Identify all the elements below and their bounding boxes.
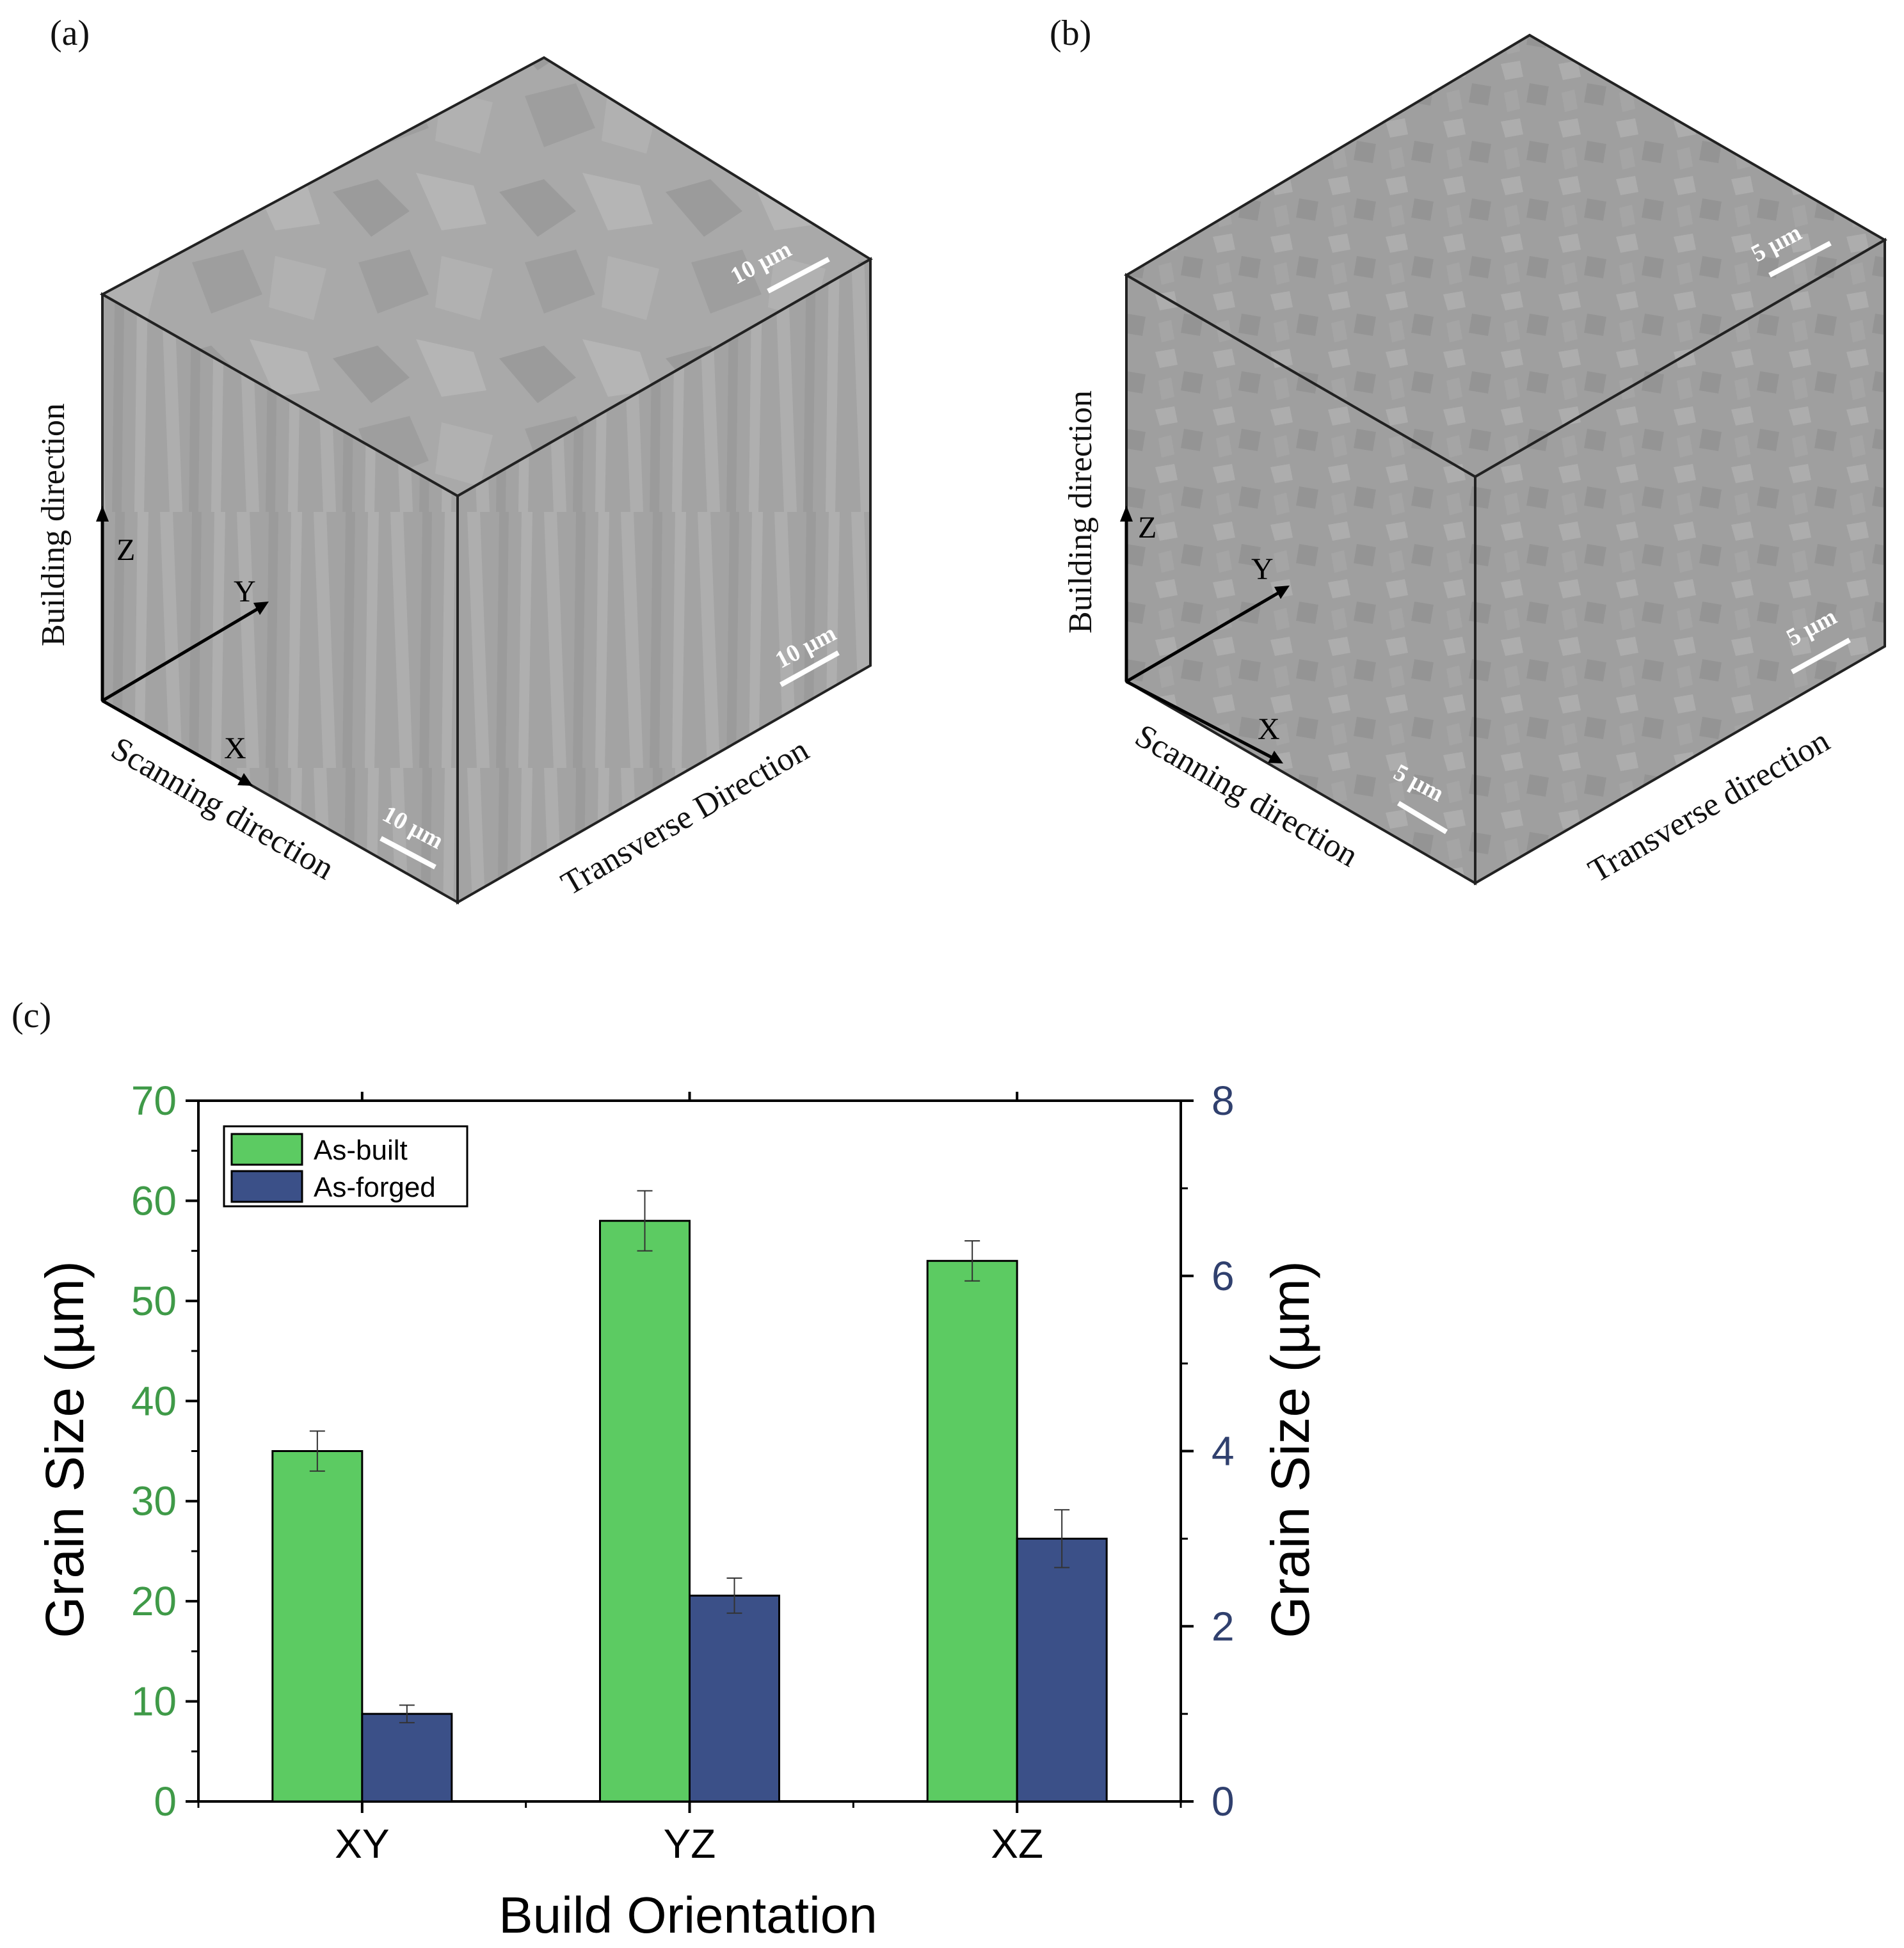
bar-as-built-xy [271, 1450, 364, 1803]
scale-bar-a-top [767, 257, 830, 294]
y-right-tick-label-4: 4 [1212, 1428, 1235, 1474]
legend-swatch-as-built [230, 1133, 303, 1166]
cube-b: 5 µm 5 µm 5 µm Z Y X Building direction … [1062, 33, 1887, 890]
axis-a-y [101, 606, 260, 703]
axis-a-z-label: Z [116, 533, 135, 567]
arrowhead-b-x [1268, 751, 1283, 763]
y-axis-right-label: Grain Size (µm) [1260, 1261, 1320, 1638]
panel-label-c: (c) [12, 996, 51, 1035]
y-left-tick-label-70: 70 [131, 1078, 177, 1124]
legend-label-as-forged: As-forged [314, 1172, 436, 1203]
y-left-tick-label-0: 0 [154, 1778, 177, 1824]
arrowhead-a-x [237, 773, 253, 786]
building-direction-label-b: Building direction [1062, 390, 1099, 634]
bar-as-built-yz [599, 1220, 691, 1803]
bar-as-forged-xz [1016, 1537, 1108, 1803]
axis-b-x-label: X [1258, 712, 1280, 746]
y-left-tick-label-10: 10 [131, 1679, 177, 1725]
x-tick-label-xz: XZ [991, 1821, 1043, 1867]
arrowhead-b-y [1274, 586, 1290, 599]
bar-as-built-xz [926, 1259, 1018, 1803]
scale-bar-b-right [1791, 637, 1851, 675]
axis-b-y [1125, 590, 1281, 683]
x-tick-label-xy: XY [335, 1821, 389, 1867]
axis-a-x [101, 699, 244, 783]
y-left-tick-label-20: 20 [131, 1578, 177, 1624]
y-right-tick-label-0: 0 [1212, 1778, 1235, 1824]
scale-bar-a-left [380, 836, 436, 870]
x-tick-label-yz: YZ [664, 1821, 716, 1867]
axis-a-y-label: Y [234, 575, 256, 609]
scale-bar-a-right [780, 650, 840, 687]
arrowhead-b-z [1120, 506, 1133, 522]
axis-b-x [1125, 680, 1275, 760]
panel-label-a: (a) [50, 13, 90, 53]
scale-bar-b-left [1396, 801, 1448, 834]
axis-a-x-label: X [224, 731, 246, 765]
cube-a: 10 µm 10 µm 10 µm Z Y X Building directi… [35, 56, 873, 905]
legend-swatch-as-forged [230, 1170, 303, 1203]
y-left-tick-label-30: 30 [131, 1478, 177, 1524]
cube-a-right-face [456, 257, 872, 905]
y-right-tick-label-8: 8 [1212, 1078, 1235, 1124]
bar-as-forged-yz [689, 1594, 780, 1803]
y-left-tick-label-50: 50 [131, 1278, 177, 1324]
y-left-tick-label-60: 60 [131, 1178, 177, 1224]
legend-label-as-built: As-built [314, 1135, 408, 1166]
building-direction-label-a: Building direction [35, 403, 72, 646]
grain-size-chart: 0 10 20 30 40 50 60 70 0 2 4 6 8 XY YZ XZ Grain Size … [35, 1078, 1320, 1944]
scale-bar-b-top [1768, 241, 1832, 278]
panel-label-b: (b) [1050, 13, 1091, 53]
axis-b-y-label: Y [1251, 552, 1274, 586]
arrowhead-a-z [96, 506, 109, 522]
bar-as-forged-xy [361, 1712, 453, 1803]
cube-b-right-face [1474, 237, 1886, 886]
axis-b-z-label: Z [1138, 511, 1156, 545]
y-axis-left-label: Grain Size (µm) [35, 1261, 95, 1638]
legend: As-built As-forged [223, 1125, 468, 1208]
arrowhead-a-y [253, 602, 269, 615]
x-axis-label: Build Orientation [499, 1887, 877, 1944]
y-right-tick-label-2: 2 [1212, 1603, 1235, 1649]
y-right-tick-label-6: 6 [1212, 1253, 1235, 1299]
y-left-tick-label-40: 40 [131, 1378, 177, 1424]
